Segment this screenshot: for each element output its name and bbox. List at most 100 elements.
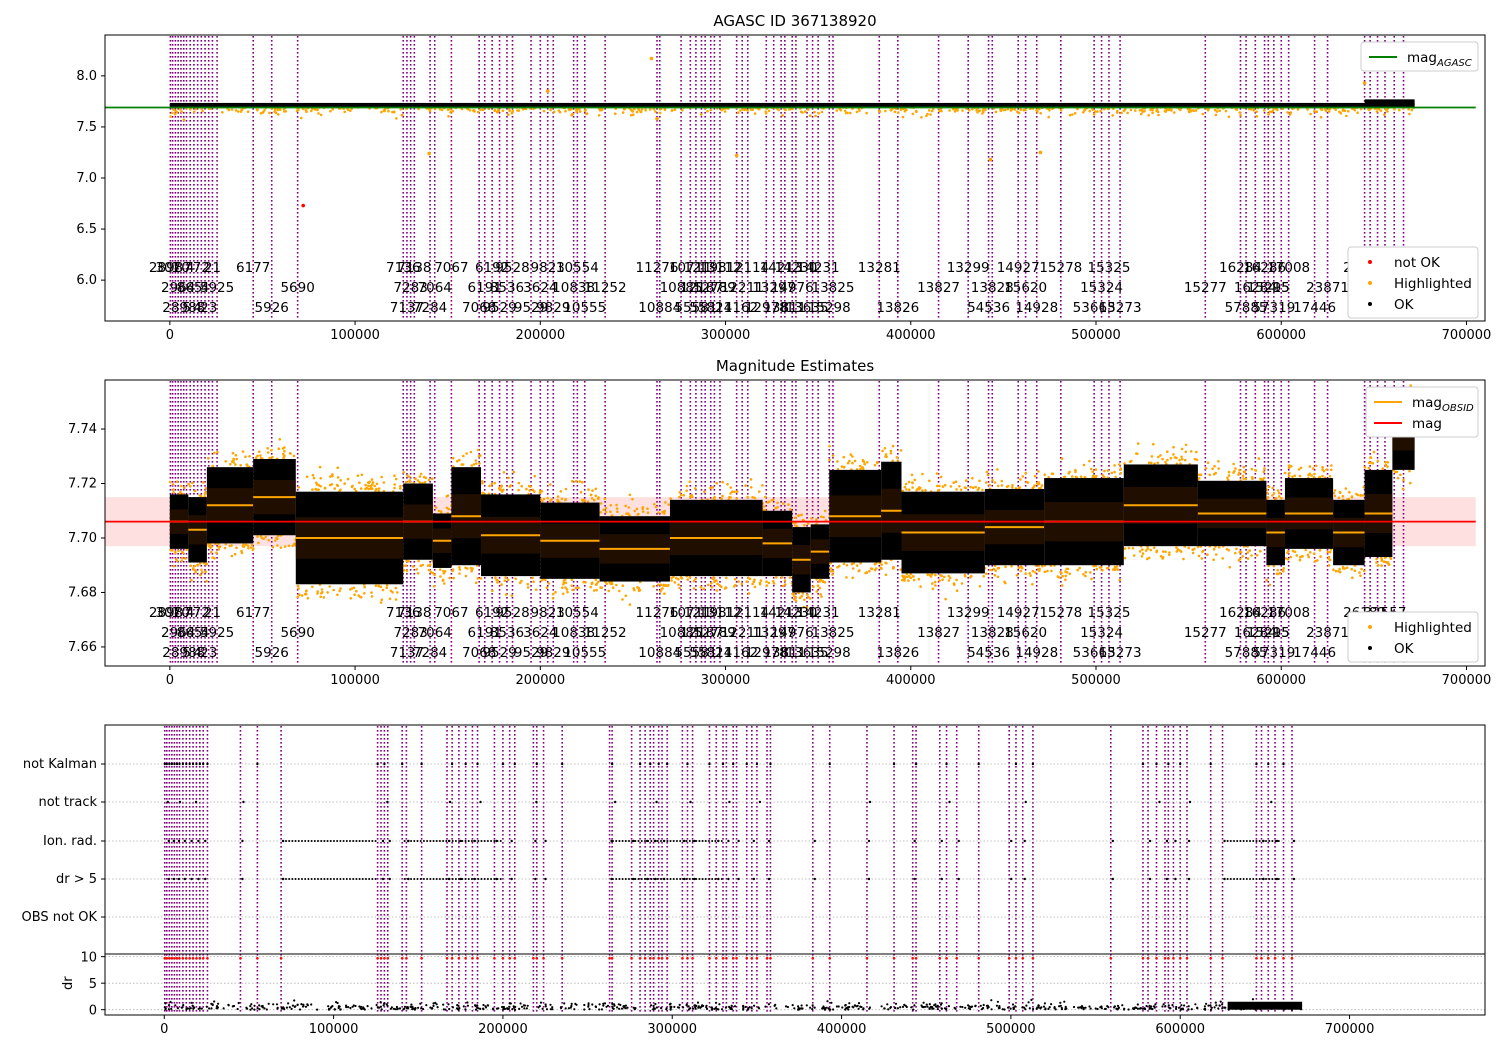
highlighted-point [1152,546,1156,549]
flag-point [1242,840,1245,842]
highlighted-point [1381,467,1385,470]
highlighted-point [201,109,204,113]
highlighted-point [709,108,713,112]
obsid-label: 13811 [763,645,806,661]
dr-point [613,1003,616,1006]
flag-point [368,840,371,842]
obsid-label: 14162 [715,300,758,316]
highlighted-point [1288,464,1291,467]
highlighted-point [868,569,871,573]
highlighted-point [565,588,569,591]
highlighted-point [735,497,738,500]
dr-point [940,1002,943,1005]
highlighted-point [1067,472,1070,475]
dr-point [1207,1004,1210,1007]
dr-point [741,1005,745,1008]
highlighted-point [926,112,929,116]
highlighted-point [256,454,259,458]
dr-point [379,1001,382,1004]
highlighted-point [1250,467,1254,471]
dr-point [857,1007,860,1010]
highlighted-point [907,574,911,578]
obsid-label: 14213 [760,605,803,621]
flag-point [1242,878,1245,880]
highlighted-point [1206,461,1210,465]
dr-point [757,1007,761,1010]
highlighted-point [713,579,716,582]
obsid-label: 65 [185,625,202,641]
highlighted-point [329,109,332,113]
highlighted-point [996,566,1000,570]
highlighted-point [250,543,254,547]
dr-point [591,1003,594,1006]
highlighted-point [1000,484,1004,487]
highlighted-point [1089,571,1092,574]
highlighted-point [849,111,852,115]
highlighted-point [1228,565,1231,569]
dr-point [1223,1006,1226,1009]
highlighted-point [1359,494,1362,497]
highlighted-point [963,486,967,489]
dr-point [747,1007,750,1010]
dr-point [193,1006,196,1009]
highlighted-point [1242,477,1245,480]
dr-outlier-point [828,956,832,960]
obsid-label: 15620 [1004,280,1047,296]
highlighted-point [1192,109,1196,112]
highlighted-point [321,591,324,594]
legend-label: OK [1394,297,1415,313]
dr-point [258,1008,261,1011]
highlighted-point [1161,550,1165,553]
highlighted-point [527,484,531,488]
dr-outlier-point [445,956,449,960]
flag-point [342,840,345,842]
flag-point [666,878,669,880]
highlighted-point [1313,559,1317,563]
highlighted-point [621,584,625,587]
highlighted-point [1347,110,1350,113]
obsid-label: 8 [177,625,186,641]
y-tick-label: 7.0 [76,171,97,186]
dr-point [358,1005,361,1008]
highlighted-point [1383,113,1386,116]
dr-point [673,1005,676,1009]
highlighted-point [586,500,590,503]
highlighted-point [339,479,343,482]
obsid-label: 3070 [155,260,189,276]
dr-point [236,1007,239,1011]
dr-point [1213,1006,1216,1009]
flag-point [294,840,297,842]
highlighted-point [232,461,236,464]
dr-point [1072,1005,1076,1009]
dr-point [484,1006,488,1009]
dr-point [549,1003,552,1006]
dr-outlier-point [725,956,728,960]
highlighted-point [637,586,641,590]
dr-point [744,1005,747,1009]
dr-point [970,1005,973,1009]
highlighted-point [322,596,326,599]
highlighted-point [1074,470,1077,474]
highlighted-point [1017,566,1021,569]
highlighted-point [1193,457,1197,461]
highlighted-point [581,480,584,484]
highlighted-point [896,459,900,462]
highlighted-point [520,579,523,583]
dr-outlier-point [542,956,545,960]
x-tick-label: 500000 [1071,673,1121,688]
obsid-label: 12978 [745,300,788,316]
highlighted-point [500,583,503,586]
obsid-label: 23871 [1306,280,1349,296]
highlighted-point [733,490,736,494]
highlighted-point [734,153,739,158]
obsid-label: 8536 [490,280,524,296]
highlighted-point [1103,469,1106,473]
flag-point [386,800,389,804]
highlighted-point [944,597,947,601]
highlighted-point [1169,456,1173,460]
flag-point [426,840,429,842]
flag-point [459,877,463,881]
dr-point [633,1008,636,1011]
highlighted-point [1157,455,1160,459]
highlighted-point [431,571,435,575]
